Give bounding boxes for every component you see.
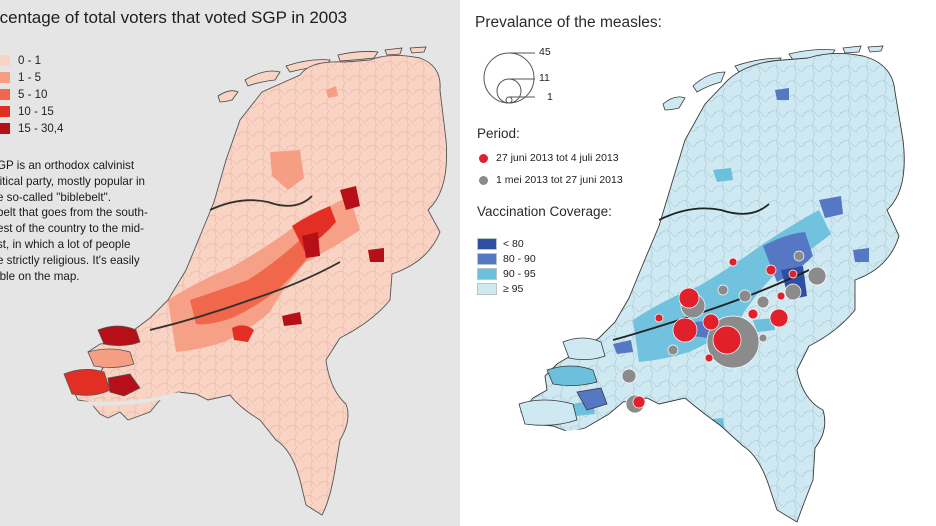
case-circle	[756, 295, 770, 309]
legend-label: 5 - 10	[18, 88, 48, 101]
legend-item: 80 - 90	[477, 251, 536, 266]
vaccination-title: Vaccination Coverage:	[477, 204, 612, 219]
legend-swatch	[0, 72, 10, 83]
case-circle	[788, 269, 798, 279]
measles-map-panel: Prevalance of the measles: 45 11 1 Perio…	[463, 0, 936, 526]
description-line: e so-called "biblebelt".	[0, 190, 111, 204]
description-line: GP is an orthodox calvinist	[0, 159, 135, 172]
case-circle	[776, 291, 786, 301]
size-legend-label: 11	[539, 72, 550, 84]
measles-map-title: Prevalance of the measles:	[475, 14, 662, 31]
case-circle	[717, 284, 729, 296]
period-item: 1 mei 2013 tot 27 juni 2013	[479, 174, 623, 186]
vaccination-legend: < 80 80 - 90 90 - 95 ≥ 95	[477, 236, 536, 296]
description-line: litical party, mostly popular in	[0, 174, 145, 188]
legend-swatch	[0, 123, 10, 134]
measles-map	[483, 45, 905, 523]
period-label: 1 mei 2013 tot 27 juni 2013	[496, 174, 623, 186]
period-label: 27 juni 2013 tot 4 juli 2013	[496, 152, 619, 164]
legend-label: 80 - 90	[503, 252, 536, 265]
legend-label: 1 - 5	[18, 71, 42, 84]
legend-item: 5 - 10	[0, 86, 63, 103]
vaccination-choropleth	[521, 53, 905, 523]
period-dot	[479, 175, 488, 185]
period-item: 27 juni 2013 tot 4 juli 2013	[479, 152, 619, 164]
description-line: belt that goes from the south-	[0, 206, 148, 220]
case-circle	[678, 287, 700, 309]
legend-label: 10 - 15	[18, 105, 54, 118]
legend-swatch	[477, 282, 497, 295]
measles-case-circles	[621, 250, 827, 414]
legend-item: 10 - 15	[0, 103, 63, 120]
case-circle	[667, 344, 679, 356]
case-circle	[728, 257, 738, 267]
nl-border	[520, 53, 905, 523]
case-circle	[738, 289, 752, 303]
zeeland-islands	[518, 337, 608, 426]
legend-item: 15 - 30,4	[0, 120, 63, 137]
sgp-description: GP is an orthodox calvinist litical part…	[0, 158, 177, 284]
case-circle	[702, 313, 720, 331]
size-legend-label: 45	[539, 46, 551, 58]
legend-item: < 80	[477, 236, 536, 251]
sgp-map-panel: rcentage of total voters that voted SGP …	[0, 0, 463, 526]
legend-label: < 80	[503, 237, 524, 250]
legend-label: 90 - 95	[503, 267, 536, 280]
sgp-legend: 0 - 1 1 - 5 5 - 10 10 - 15 15 - 30,4	[0, 52, 63, 137]
size-legend-circles	[483, 52, 535, 104]
description-line: st, in which a lot of people	[0, 237, 131, 251]
case-circle	[632, 395, 646, 409]
legend-swatch	[0, 89, 10, 100]
legend-swatch	[477, 237, 497, 250]
case-circle	[769, 308, 789, 328]
legend-item: 1 - 5	[0, 69, 63, 86]
legend-label: ≥ 95	[503, 282, 524, 295]
case-circle	[712, 325, 742, 355]
legend-swatch	[0, 106, 10, 117]
description-line: ible on the map.	[0, 269, 80, 283]
legend-item: ≥ 95	[477, 281, 536, 296]
case-circle	[672, 317, 698, 343]
legend-item: 0 - 1	[0, 52, 63, 69]
legend-swatch	[477, 252, 497, 265]
legend-item: 90 - 95	[477, 266, 536, 281]
description-line: est of the country to the mid-	[0, 222, 144, 236]
wadden-islands	[217, 46, 427, 103]
case-circle	[758, 333, 768, 343]
legend-label: 15 - 30,4	[18, 122, 64, 135]
period-dot	[479, 153, 488, 163]
case-circle	[704, 353, 714, 363]
period-title: Period:	[477, 126, 520, 141]
case-circle	[654, 313, 664, 323]
case-circle	[807, 266, 827, 286]
case-circle	[747, 308, 759, 320]
sgp-map	[63, 46, 448, 516]
legend-swatch	[477, 267, 497, 280]
legend-label: 0 - 1	[18, 54, 42, 67]
legend-swatch	[0, 55, 10, 66]
sgp-map-title: rcentage of total voters that voted SGP …	[0, 8, 348, 27]
description-line: e strictly religious. It's easily	[0, 253, 140, 267]
zeeland-islands	[63, 325, 141, 397]
panel-divider	[460, 0, 463, 526]
case-circle	[765, 264, 777, 276]
case-circle	[621, 368, 637, 384]
case-circle	[784, 283, 802, 301]
size-legend-label: 1	[547, 91, 553, 103]
case-circle	[793, 250, 805, 262]
